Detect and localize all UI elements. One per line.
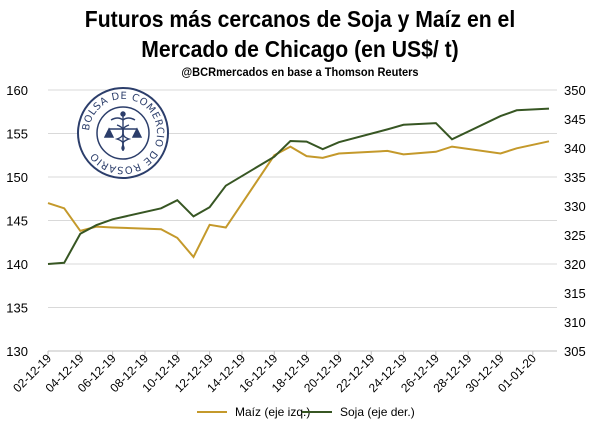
right-axis-tick-label: 320 <box>564 257 586 272</box>
chart-title-line-2: Mercado de Chicago (en US$/ t) <box>141 36 459 62</box>
right-axis-tick-label: 325 <box>564 228 586 243</box>
right-axis-tick-label: 310 <box>564 315 586 330</box>
series-line-maiz <box>47 140 550 259</box>
left-axis-tick-label: 150 <box>6 170 28 185</box>
x-axis-ticks: 02-12-1904-12-1906-12-1908-12-1910-12-19… <box>10 351 539 395</box>
right-axis-tick-label: 330 <box>564 199 586 214</box>
right-axis-tick-label: 340 <box>564 141 586 156</box>
left-axis-tick-label: 145 <box>6 214 28 229</box>
right-axis-tick-label: 305 <box>564 344 586 359</box>
right-axis-tick-label: 335 <box>564 170 586 185</box>
legend-label-maiz: Maíz (eje izq.) <box>235 405 311 419</box>
right-axis-ticks: 305 310 315 320 325 330 335 340 345 350 <box>564 83 586 359</box>
legend-item-maiz: Maíz (eje izq.) <box>197 405 310 419</box>
left-axis-tick-label: 135 <box>6 301 28 316</box>
legend-item-soja: Soja (eje der.) <box>302 405 415 419</box>
legend-swatch-soja <box>302 411 332 413</box>
left-axis-tick-label: 160 <box>6 83 28 98</box>
right-axis-tick-label: 350 <box>564 83 586 98</box>
left-axis-tick-label: 140 <box>6 257 28 272</box>
legend-swatch-maiz <box>197 411 227 413</box>
legend-label-soja: Soja (eje der.) <box>340 405 415 419</box>
bolsa-comercio-rosario-logo: BOLSA DE COMERCIO DE ROSARIO <box>77 87 169 179</box>
left-axis-ticks: 130 135 140 145 150 155 160 <box>6 83 28 359</box>
right-axis-tick-label: 315 <box>564 286 586 301</box>
chart-title-line-1: Futuros más cercanos de Soja y Maíz en e… <box>84 6 516 32</box>
series-line-soja <box>47 107 550 265</box>
right-axis-tick-label: 345 <box>564 112 586 127</box>
left-axis-tick-label: 130 <box>6 344 28 359</box>
chart-subtitle: @BCRmercados en base a Thomson Reuters <box>181 65 419 79</box>
caduceus-icon <box>103 111 143 151</box>
left-axis-tick-label: 155 <box>6 127 28 142</box>
